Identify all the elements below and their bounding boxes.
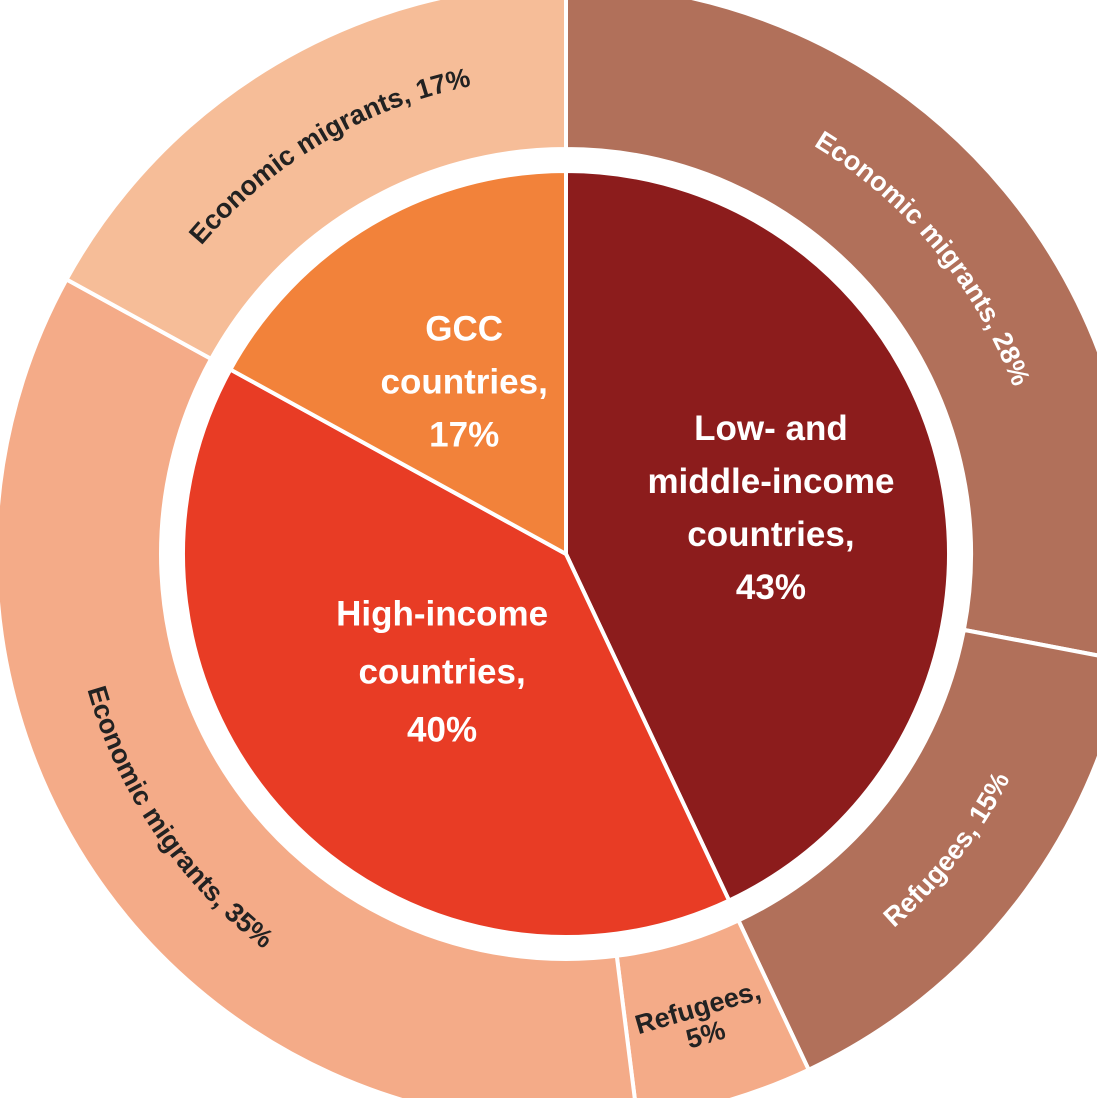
inner-label-1: High-income countries, 40% [336,595,548,750]
inner-label-0: Low- and middle-income countries, 43% [647,409,894,607]
inner-label-line: countries, [358,653,525,692]
inner-label-line: 40% [407,711,477,750]
outer-slice-2 [614,917,812,1103]
inner-ring-labels: Low- and middle-income countries, 43% High-i… [336,309,894,749]
outer-slice-1 [735,627,1097,1073]
outer-slice-0 [564,0,1097,658]
inner-label-line: GCC [425,309,503,348]
inner-label-line: countries, [687,515,854,554]
inner-ring [180,169,951,939]
inner-label-line: countries, [381,362,548,401]
inner-label-line: Low- and [694,409,848,448]
inner-slice-2 [228,169,568,556]
inner-label-2: GCC countries, 17% [381,309,548,454]
inner-label-line: middle-income [647,462,894,501]
inner-slice-0 [564,169,951,903]
inner-label-line: 17% [429,415,499,454]
outer-slice-3 [0,276,638,1103]
outer-slice-4 [63,0,568,362]
inner-label-line: 43% [736,568,806,607]
inner-label-line: High-income [336,595,548,634]
inner-slice-1 [180,367,732,939]
